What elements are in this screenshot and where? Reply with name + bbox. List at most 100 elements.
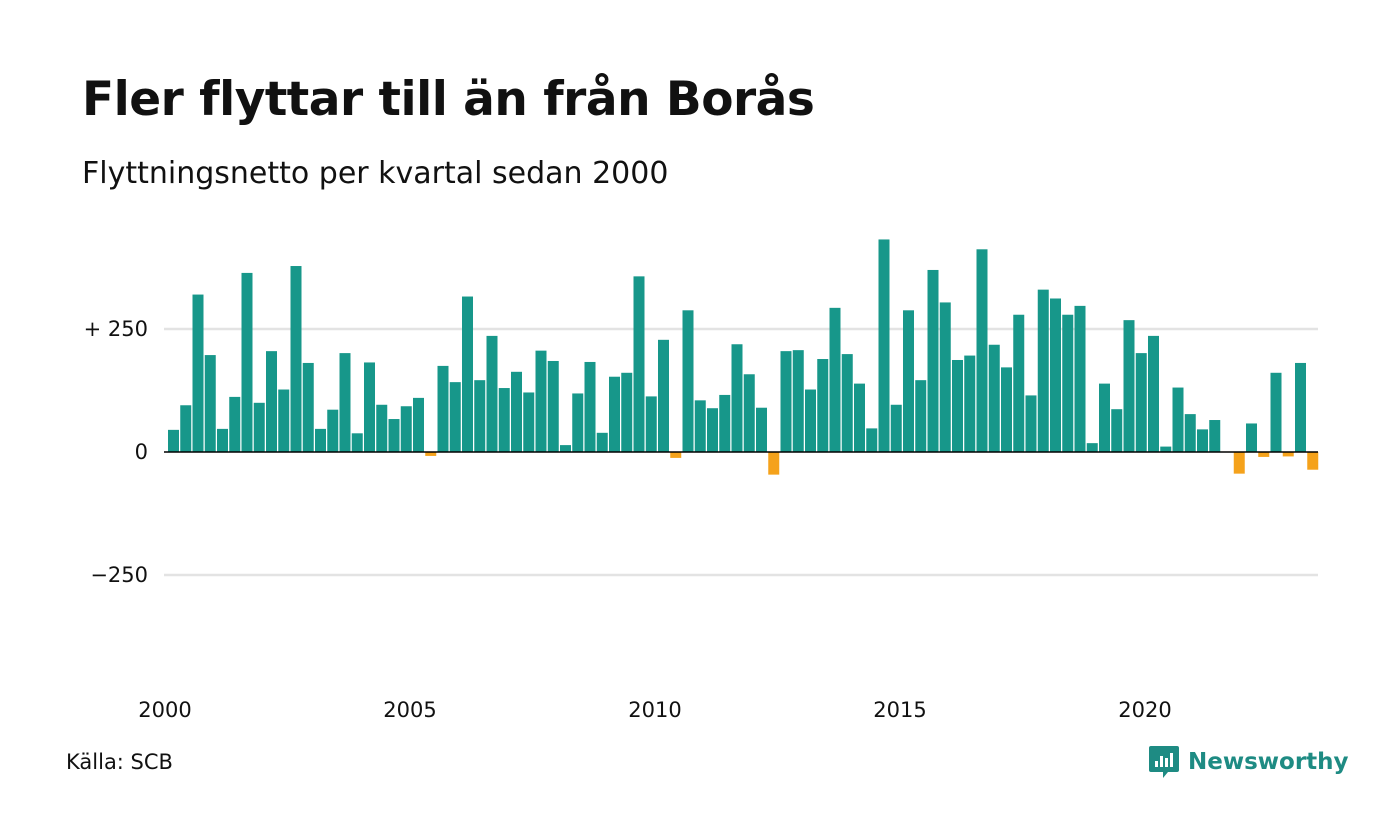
bar: [731, 344, 743, 452]
x-tick-label: 2015: [873, 698, 926, 722]
bar: [204, 355, 216, 452]
bar: [1001, 367, 1012, 452]
bar: [1246, 423, 1257, 452]
bar: [437, 365, 449, 452]
bar: [327, 409, 339, 452]
bar: [976, 249, 988, 452]
bar: [290, 266, 302, 452]
bar: [1086, 443, 1098, 452]
bar: [621, 372, 633, 452]
bar: [1148, 335, 1159, 452]
bar: [596, 432, 608, 452]
bar: [474, 380, 486, 452]
bar: [413, 397, 424, 452]
bar: [1258, 452, 1270, 457]
y-tick-label: + 250: [84, 317, 148, 341]
bar: [339, 353, 351, 452]
bar: [241, 272, 253, 452]
bar: [266, 351, 277, 452]
bar: [302, 362, 314, 452]
bar: [866, 428, 878, 452]
bar: [927, 269, 939, 452]
bar: [1307, 452, 1319, 470]
bar: [952, 359, 963, 452]
y-tick-label: 0: [135, 440, 148, 464]
x-tick-label: 2020: [1118, 698, 1171, 722]
bar: [535, 350, 547, 452]
bar: [1050, 298, 1061, 452]
bar: [915, 380, 927, 452]
bar: [498, 388, 510, 452]
bar: [168, 429, 179, 452]
bar: [1135, 353, 1147, 452]
bar: [743, 374, 755, 452]
bar: [217, 428, 228, 452]
bar: [707, 408, 718, 452]
bar: [449, 382, 461, 452]
bar: [1270, 372, 1282, 452]
bar: [670, 452, 682, 458]
bar: [315, 428, 326, 452]
bar: [756, 407, 767, 452]
bar: [964, 355, 976, 452]
bar: [1111, 409, 1123, 452]
bar: [682, 310, 694, 452]
bar: [425, 452, 437, 456]
bar: [584, 361, 596, 452]
bar: [939, 302, 951, 452]
bar: [523, 392, 535, 452]
x-tick-label: 2005: [383, 698, 436, 722]
x-tick-label: 2010: [628, 698, 681, 722]
bar: [890, 404, 902, 452]
bar: [805, 389, 816, 452]
bar: [1160, 446, 1172, 452]
bar: [400, 406, 412, 452]
source-note: Källa: SCB: [66, 750, 173, 774]
bar: [658, 339, 669, 452]
bar: [560, 445, 571, 452]
bar: [645, 396, 657, 452]
bar: [609, 376, 620, 452]
bar: [1233, 452, 1245, 474]
bar: [694, 400, 706, 452]
bar: [1013, 314, 1025, 452]
bar: [1197, 429, 1208, 452]
newsworthy-logo-icon: [1149, 746, 1179, 778]
bar: [547, 360, 559, 452]
bar: [253, 402, 265, 452]
bar: [780, 351, 792, 452]
bar: [192, 294, 204, 452]
bar: [1184, 414, 1196, 452]
brand-name: Newsworthy: [1188, 749, 1349, 775]
chart-subtitle: Flyttningsnetto per kvartal sedan 2000: [82, 156, 669, 191]
brand-logo: Newsworthy: [1148, 744, 1349, 780]
bar: [572, 393, 584, 452]
bar: [817, 359, 829, 452]
x-tick-label: 2000: [138, 698, 191, 722]
bar: [351, 433, 363, 452]
bar: [829, 307, 841, 452]
bar: [878, 239, 890, 452]
bar: [376, 404, 388, 452]
bar: [1123, 320, 1135, 452]
bar: [462, 296, 473, 452]
bar: [1062, 314, 1074, 452]
bar: [1025, 395, 1037, 452]
bar: [180, 405, 192, 452]
bar: [1172, 387, 1184, 452]
bar: [1037, 289, 1049, 452]
bar: [1295, 362, 1306, 452]
chart-title: Fler flyttar till än från Borås: [82, 72, 815, 127]
bar: [1282, 452, 1294, 457]
bar: [364, 362, 375, 452]
bar: [486, 335, 498, 452]
bar: [841, 354, 853, 452]
bar: [1099, 383, 1110, 452]
bar: [768, 452, 780, 475]
y-tick-label: −250: [90, 563, 148, 587]
bar: [633, 276, 645, 452]
bar: [1074, 305, 1086, 452]
bar: [854, 383, 865, 452]
bar: [719, 394, 731, 452]
